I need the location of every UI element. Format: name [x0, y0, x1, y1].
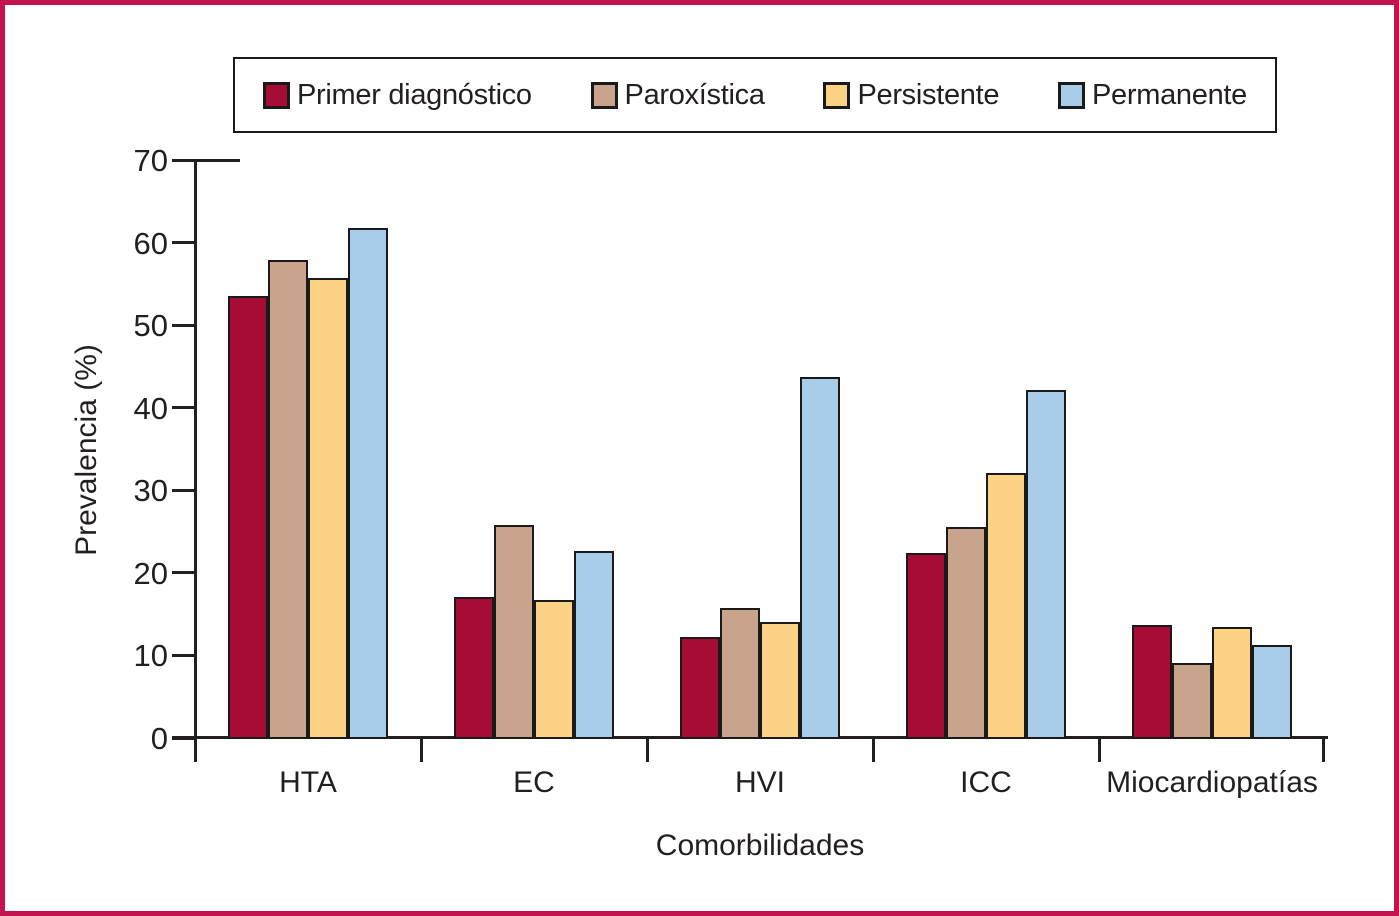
- x-axis-title: Comorbilidades: [655, 829, 865, 862]
- y-axis-tick: [172, 158, 240, 162]
- y-axis: [194, 159, 197, 762]
- bar-hvi-2: [720, 608, 760, 739]
- bar-hta-4: [348, 228, 388, 739]
- y-axis-tick: [172, 571, 195, 575]
- legend-label: Primer diagnóstico: [297, 78, 532, 111]
- y-tick-label: 30: [133, 473, 168, 509]
- x-tick-label-icc: ICC: [960, 766, 1012, 799]
- legend-label: Persistente: [857, 78, 1000, 111]
- legend: Primer diagnóstico Paroxística Persistente…: [233, 57, 1277, 133]
- legend-entry: Permanente: [1058, 79, 1247, 112]
- x-axis-tick: [419, 738, 423, 762]
- y-tick-label: 0: [150, 721, 168, 756]
- bar-hvi-1: [680, 637, 720, 739]
- legend-label: Permanente: [1092, 78, 1247, 111]
- bar-icc-3: [986, 473, 1026, 739]
- y-axis-tick: [172, 406, 195, 410]
- y-tick-label: 70: [133, 143, 168, 178]
- y-axis-title: Prevalencia (%): [70, 344, 103, 556]
- x-axis-tick: [645, 738, 649, 762]
- bar-ec-4: [574, 551, 614, 739]
- bar-miocardiopatías-2: [1172, 663, 1212, 739]
- y-tick-label: 60: [133, 225, 168, 261]
- bar-ec-2: [494, 525, 534, 739]
- y-axis-tick: [172, 323, 195, 327]
- y-tick-label: 50: [133, 308, 168, 344]
- bar-miocardiopatías-4: [1252, 645, 1292, 739]
- y-axis-tick: [172, 736, 195, 740]
- legend-swatch: [263, 81, 290, 109]
- legend-swatch: [1058, 81, 1085, 109]
- bar-ec-3: [534, 600, 574, 739]
- x-tick-label-hvi: HVI: [734, 766, 785, 799]
- bar-icc-1: [906, 553, 946, 739]
- bar-hta-1: [228, 296, 268, 739]
- x-axis-tick: [871, 738, 875, 762]
- bar-miocardiopatías-3: [1212, 627, 1252, 739]
- bar-icc-2: [946, 527, 986, 739]
- x-tick-label-ec: EC: [513, 766, 555, 799]
- legend-swatch: [590, 81, 618, 109]
- plot-area: Prevalencia (%) Comorbilidades 0 10 20 30 40…: [5, 5, 1394, 911]
- legend-entry: Paroxística: [590, 78, 765, 112]
- x-tick-label-hta: HTA: [279, 766, 337, 799]
- legend-label: Paroxística: [624, 78, 765, 111]
- y-axis-tick: [172, 241, 195, 245]
- y-axis-tick: [172, 488, 195, 492]
- legend-entry: Persistente: [823, 78, 1000, 112]
- legend-entry: Primer diagnóstico: [263, 79, 532, 112]
- bar-miocardiopatías-1: [1132, 625, 1172, 739]
- x-axis-tick: [1097, 738, 1101, 762]
- bar-hvi-4: [800, 377, 840, 739]
- y-axis-tick: [172, 653, 195, 657]
- bar-icc-4: [1026, 390, 1066, 739]
- bar-hta-3: [308, 278, 348, 739]
- bar-hvi-3: [760, 622, 800, 739]
- y-tick-label: 10: [133, 638, 168, 674]
- legend-swatch: [823, 81, 851, 109]
- bar-hta-2: [268, 260, 308, 739]
- x-tick-label-miocardiopatías: Miocardiopatías: [1106, 766, 1318, 799]
- x-axis-tick: [1322, 738, 1325, 762]
- y-tick-label: 40: [133, 390, 168, 426]
- bar-ec-1: [454, 597, 494, 739]
- y-tick-label: 20: [133, 555, 168, 591]
